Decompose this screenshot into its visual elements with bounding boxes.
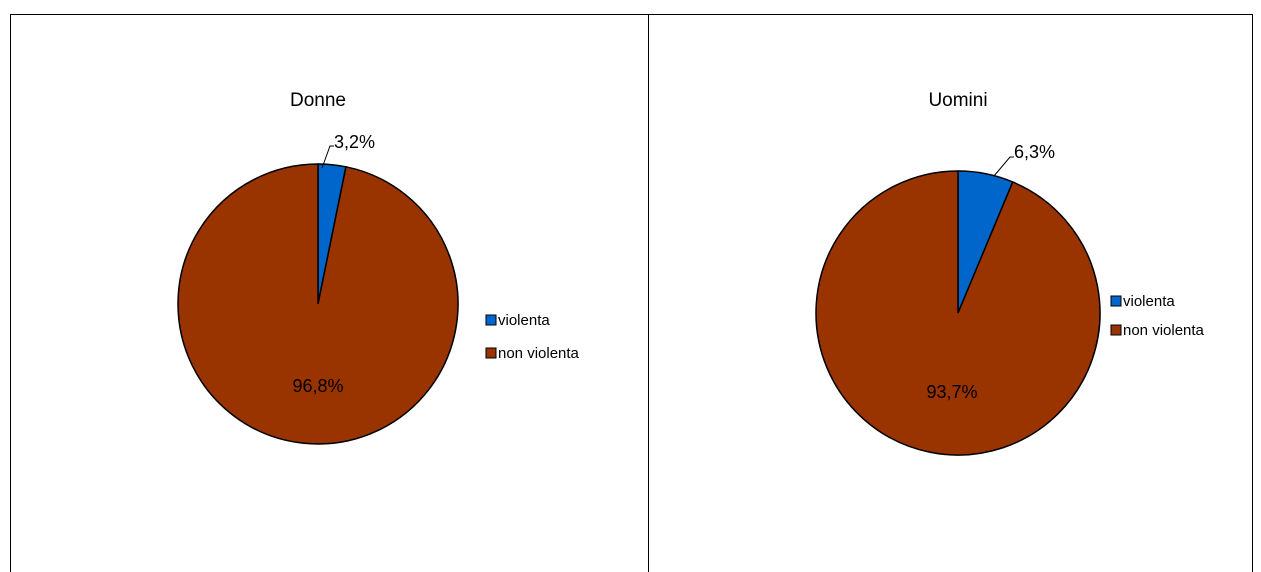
legend-label-donne-non-violenta: non violenta bbox=[498, 345, 580, 362]
legend-swatch-uomini-non-violenta bbox=[1110, 324, 1122, 336]
leader-line-uomini bbox=[993, 156, 1014, 177]
data-label-uomini-violenta: 6,3% bbox=[1014, 142, 1055, 162]
leader-line-donne bbox=[321, 145, 334, 169]
data-label-donne-non-violenta: 96,8% bbox=[292, 376, 343, 396]
legend-swatch-donne-non-violenta bbox=[485, 347, 497, 359]
panel-frame-uomini bbox=[648, 14, 1253, 572]
pie-slice-donne-non-violenta bbox=[177, 163, 459, 445]
data-label-donne-violenta: 3,2% bbox=[334, 132, 375, 152]
data-label-uomini-non-violenta: 93,7% bbox=[926, 382, 977, 402]
legend-swatch-donne-violenta bbox=[485, 314, 497, 326]
legend-label-donne-violenta: violenta bbox=[498, 312, 550, 329]
legend-swatch-uomini-violenta bbox=[1110, 295, 1122, 307]
chart-title-donne: Donne bbox=[290, 90, 346, 111]
pie-slice-uomini-non-violenta bbox=[815, 170, 1101, 456]
legend-label-uomini-non-violenta: non violenta bbox=[1123, 322, 1205, 339]
chart-title-uomini: Uomini bbox=[928, 90, 987, 111]
legend-label-uomini-violenta: violenta bbox=[1123, 293, 1175, 310]
